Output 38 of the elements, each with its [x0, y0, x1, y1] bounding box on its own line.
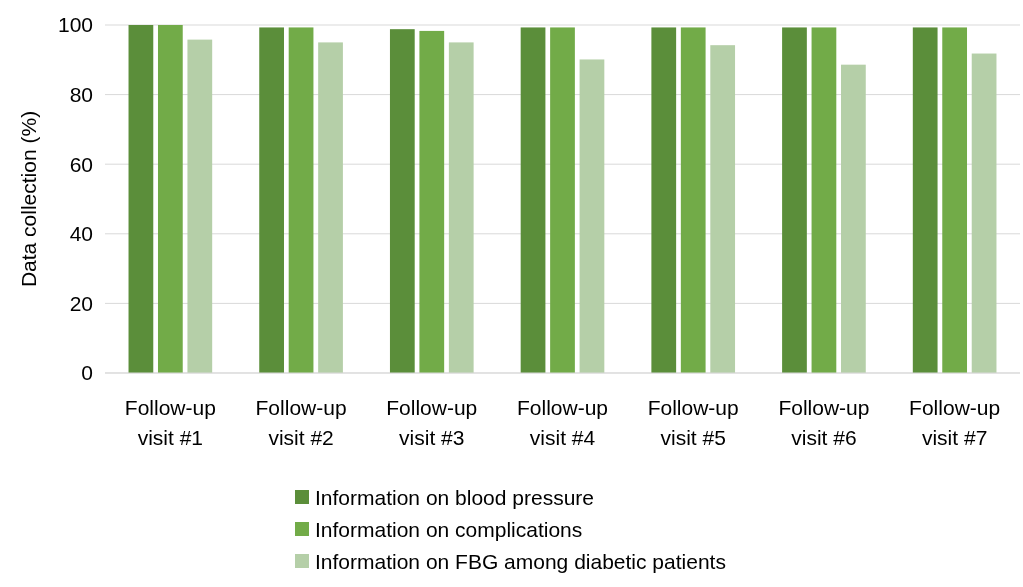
bar [942, 27, 968, 373]
bar [811, 27, 837, 373]
x-tick-label: Follow-up visit #3 [386, 396, 478, 449]
bar [841, 64, 866, 373]
x-tick-label: Follow-up visit #2 [255, 396, 347, 449]
y-tick-label: 0 [81, 361, 93, 385]
bar [651, 27, 677, 373]
bar [157, 25, 183, 373]
x-tick-label: Follow-up visit #4 [516, 396, 609, 449]
bar [259, 27, 284, 373]
bar [520, 27, 546, 373]
x-tick-label: Follow-up visit #1 [124, 396, 216, 449]
bar [318, 42, 343, 373]
bar [710, 45, 736, 373]
bar [912, 27, 938, 373]
bar [419, 30, 445, 373]
y-tick-label: 40 [69, 222, 93, 246]
bar [579, 59, 605, 373]
x-tick-label: Follow-up visit #5 [647, 396, 739, 449]
y-tick-label: 80 [69, 82, 93, 106]
y-axis-title: Data collection (%) [17, 110, 40, 288]
bar [971, 53, 997, 373]
bar [389, 29, 415, 373]
bar [448, 42, 474, 373]
bar [187, 39, 213, 373]
legend-label: Information on blood pressure [315, 486, 594, 510]
y-tick-label: 100 [57, 13, 93, 37]
y-tick-label: 20 [69, 291, 93, 315]
bar [680, 27, 706, 373]
legend-label: Information on FBG among diabetic patients [315, 550, 726, 574]
bar [782, 27, 807, 373]
x-tick-label: Follow-up visit #6 [778, 396, 870, 449]
y-tick-label: 60 [69, 152, 93, 176]
x-tick-label: Follow-up visit #7 [909, 396, 1001, 449]
legend-label: Information on complications [315, 518, 583, 542]
bar [550, 27, 575, 373]
bar [288, 27, 314, 373]
bar [128, 25, 154, 373]
